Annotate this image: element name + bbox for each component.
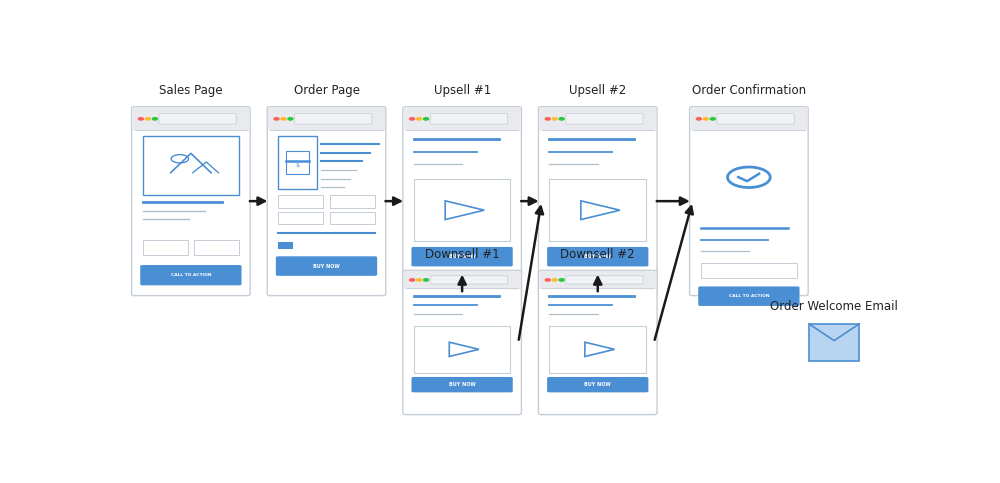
FancyBboxPatch shape [566, 114, 643, 124]
Text: $: $ [296, 163, 300, 168]
FancyBboxPatch shape [809, 324, 859, 361]
FancyBboxPatch shape [330, 196, 375, 208]
FancyBboxPatch shape [411, 247, 513, 267]
Polygon shape [581, 201, 620, 220]
Text: BUY NOW: BUY NOW [313, 264, 340, 269]
FancyBboxPatch shape [159, 114, 236, 124]
FancyBboxPatch shape [143, 136, 239, 196]
Circle shape [424, 118, 429, 120]
FancyBboxPatch shape [278, 136, 317, 189]
Text: Upsell #2: Upsell #2 [569, 84, 626, 97]
FancyBboxPatch shape [549, 326, 646, 373]
FancyBboxPatch shape [143, 240, 188, 255]
Text: Order Page: Order Page [294, 84, 360, 97]
FancyBboxPatch shape [404, 107, 521, 131]
Circle shape [417, 118, 422, 120]
FancyBboxPatch shape [717, 114, 794, 124]
FancyBboxPatch shape [690, 107, 807, 131]
FancyBboxPatch shape [566, 276, 643, 284]
Circle shape [559, 279, 564, 281]
FancyBboxPatch shape [430, 276, 508, 284]
Text: Downsell #1: Downsell #1 [425, 248, 499, 261]
FancyBboxPatch shape [538, 270, 657, 414]
Circle shape [410, 118, 415, 120]
Circle shape [545, 279, 550, 281]
FancyBboxPatch shape [430, 114, 508, 124]
Text: BUY NOW: BUY NOW [449, 254, 476, 259]
FancyBboxPatch shape [547, 247, 648, 267]
FancyBboxPatch shape [132, 107, 249, 131]
FancyBboxPatch shape [278, 242, 293, 249]
Text: Upsell #1: Upsell #1 [434, 84, 491, 97]
Text: BUY NOW: BUY NOW [584, 382, 611, 387]
Circle shape [424, 279, 429, 281]
FancyBboxPatch shape [690, 107, 808, 296]
Polygon shape [445, 201, 484, 220]
FancyBboxPatch shape [698, 286, 800, 306]
Circle shape [696, 118, 701, 120]
FancyBboxPatch shape [276, 256, 377, 276]
FancyBboxPatch shape [268, 107, 385, 131]
Circle shape [552, 118, 557, 120]
Text: Order Confirmation: Order Confirmation [692, 84, 806, 97]
FancyBboxPatch shape [132, 107, 250, 296]
FancyBboxPatch shape [403, 107, 521, 296]
Text: Order Welcome Email: Order Welcome Email [770, 300, 898, 313]
FancyBboxPatch shape [403, 270, 521, 414]
FancyBboxPatch shape [295, 114, 372, 124]
FancyBboxPatch shape [278, 212, 323, 224]
Circle shape [138, 118, 143, 120]
FancyBboxPatch shape [549, 179, 646, 242]
Circle shape [274, 118, 279, 120]
Text: BUY NOW: BUY NOW [584, 254, 611, 259]
Text: Downsell #2: Downsell #2 [560, 248, 635, 261]
FancyBboxPatch shape [411, 377, 513, 392]
FancyBboxPatch shape [404, 270, 521, 289]
FancyBboxPatch shape [539, 270, 656, 289]
Text: CALL TO ACTION: CALL TO ACTION [729, 294, 769, 298]
Circle shape [152, 118, 157, 120]
FancyBboxPatch shape [701, 263, 797, 278]
FancyBboxPatch shape [278, 196, 323, 208]
Polygon shape [449, 342, 479, 356]
FancyBboxPatch shape [538, 107, 657, 296]
Text: BUY NOW: BUY NOW [449, 382, 476, 387]
Circle shape [145, 118, 150, 120]
Text: CALL TO ACTION: CALL TO ACTION [171, 273, 211, 277]
FancyBboxPatch shape [140, 265, 242, 285]
Circle shape [410, 279, 415, 281]
FancyBboxPatch shape [414, 179, 510, 242]
FancyBboxPatch shape [330, 212, 375, 224]
Circle shape [281, 118, 286, 120]
FancyBboxPatch shape [539, 107, 656, 131]
Circle shape [710, 118, 715, 120]
Text: Sales Page: Sales Page [159, 84, 223, 97]
FancyBboxPatch shape [547, 377, 648, 392]
Circle shape [552, 279, 557, 281]
FancyBboxPatch shape [414, 326, 510, 373]
Circle shape [417, 279, 422, 281]
FancyBboxPatch shape [194, 240, 239, 255]
Circle shape [545, 118, 550, 120]
Circle shape [559, 118, 564, 120]
Polygon shape [585, 342, 615, 356]
Circle shape [703, 118, 708, 120]
FancyBboxPatch shape [286, 151, 309, 173]
Circle shape [288, 118, 293, 120]
FancyBboxPatch shape [267, 107, 386, 296]
